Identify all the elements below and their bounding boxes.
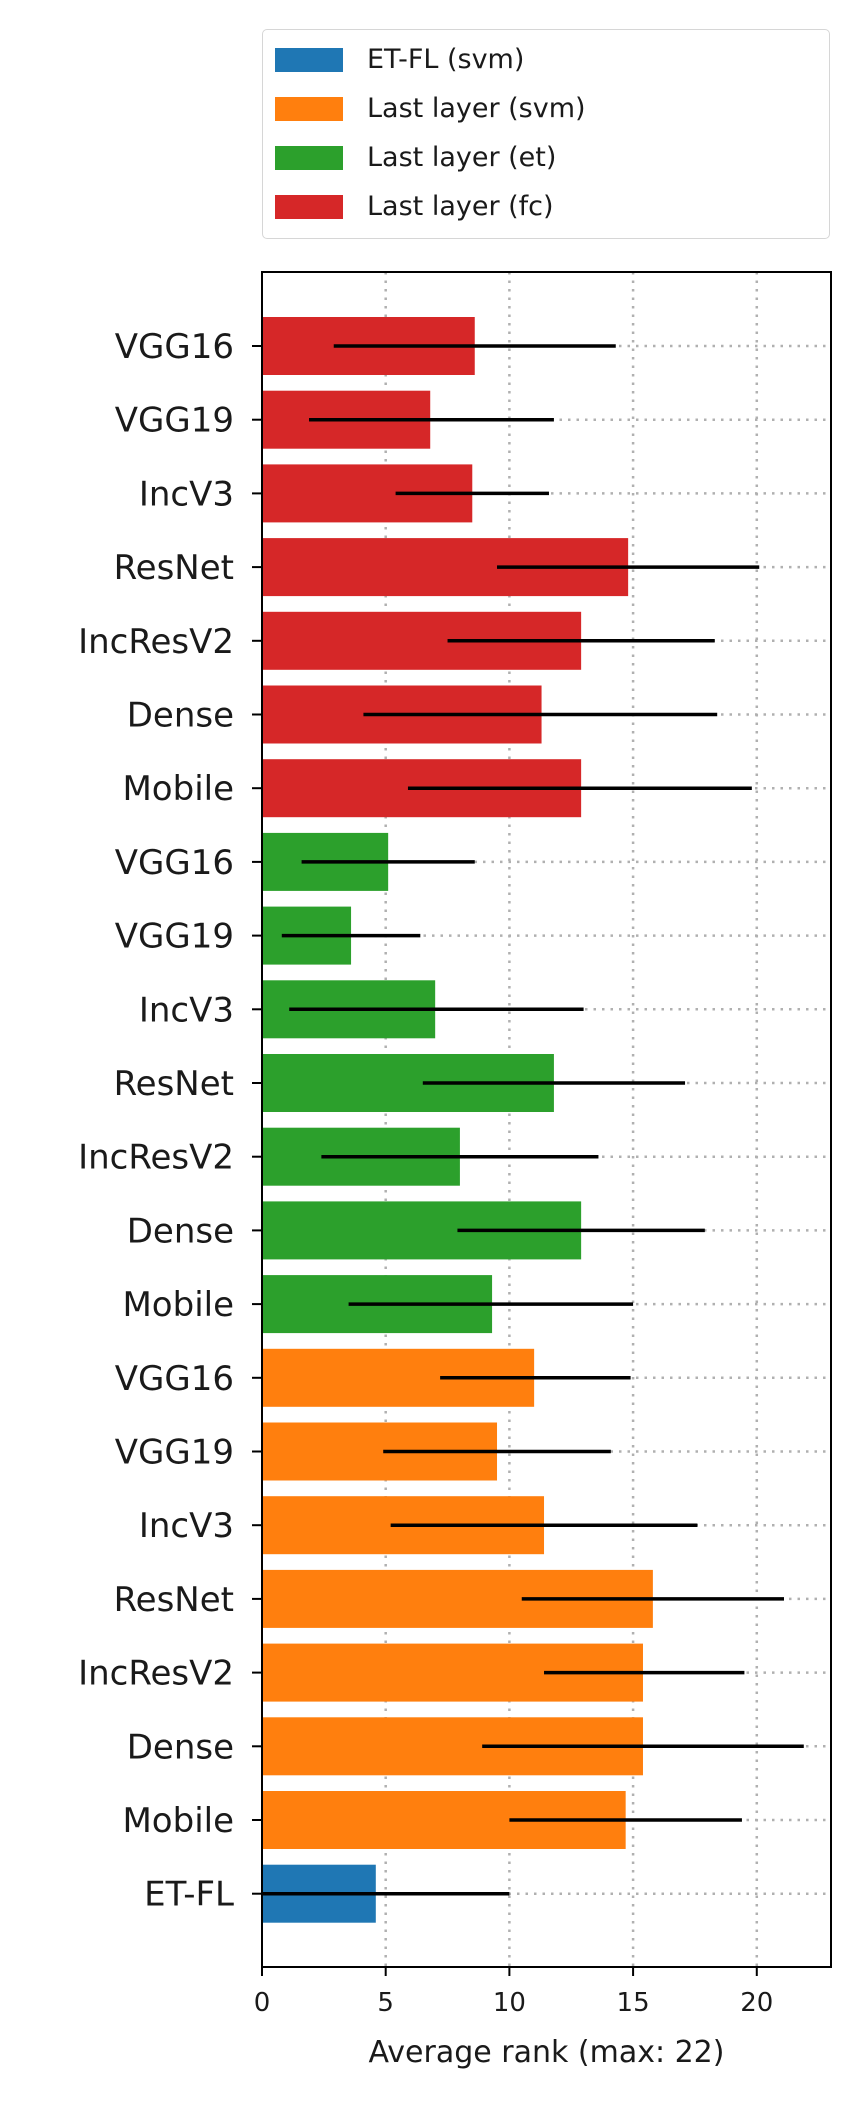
- x-tick-label: 0: [254, 1988, 271, 2018]
- legend-swatch-last-layer-et: [275, 146, 343, 170]
- y-tick-label: VGG16: [115, 843, 234, 883]
- y-tick-label: ResNet: [114, 548, 234, 588]
- y-tick-label: Dense: [127, 696, 234, 736]
- y-tick-label: VGG19: [115, 1433, 234, 1473]
- x-axis-ticks: 0 5 10 15 20: [254, 1967, 773, 2018]
- legend-swatch-et-fl-svm: [275, 48, 343, 72]
- bars: [262, 317, 653, 1923]
- x-tick-label: 5: [377, 1988, 394, 2018]
- legend-label-last-layer-et: Last layer (et): [367, 142, 557, 173]
- y-tick-label: ResNet: [114, 1580, 234, 1620]
- y-tick-label: IncV3: [139, 990, 234, 1030]
- y-tick-label: ResNet: [114, 1064, 234, 1104]
- y-tick-label: IncResV2: [78, 1654, 234, 1694]
- legend: ET-FL (svm) Last layer (svm) Last layer …: [262, 29, 830, 239]
- legend-swatch-last-layer-svm: [275, 97, 343, 121]
- y-tick-label: Mobile: [122, 769, 234, 809]
- legend-label-last-layer-svm: Last layer (svm): [367, 93, 586, 124]
- legend-swatch-last-layer-fc: [275, 195, 343, 219]
- y-tick-label: Dense: [127, 1211, 234, 1251]
- x-tick-label: 15: [617, 1988, 650, 2018]
- grid-lines: [262, 272, 831, 1967]
- y-tick-label: Dense: [127, 1727, 234, 1767]
- legend-label-et-fl-svm: ET-FL (svm): [367, 44, 525, 75]
- y-axis-ticks: VGG16 VGG19 IncV3 ResNet IncResV2 Dense Mobile…: [78, 327, 262, 1915]
- y-tick-label: VGG16: [115, 1359, 234, 1399]
- y-tick-label: Mobile: [122, 1285, 234, 1325]
- error-bars: [262, 344, 804, 1896]
- y-tick-label: IncResV2: [78, 622, 234, 662]
- y-tick-label: IncV3: [139, 474, 234, 514]
- y-tick-label: VGG16: [115, 327, 234, 367]
- plot-frame: [261, 271, 832, 1968]
- y-tick-label: Mobile: [122, 1801, 234, 1841]
- y-tick-label: ET-FL: [144, 1875, 234, 1915]
- x-tick-label: 20: [740, 1988, 773, 2018]
- y-tick-label: VGG19: [115, 917, 234, 957]
- y-tick-label: IncResV2: [78, 1138, 234, 1178]
- y-tick-label: IncV3: [139, 1506, 234, 1546]
- x-tick-label: 10: [493, 1988, 526, 2018]
- x-axis-label: Average rank (max: 22): [369, 2035, 725, 2070]
- legend-label-last-layer-fc: Last layer (fc): [367, 191, 554, 222]
- y-tick-label: VGG19: [115, 401, 234, 441]
